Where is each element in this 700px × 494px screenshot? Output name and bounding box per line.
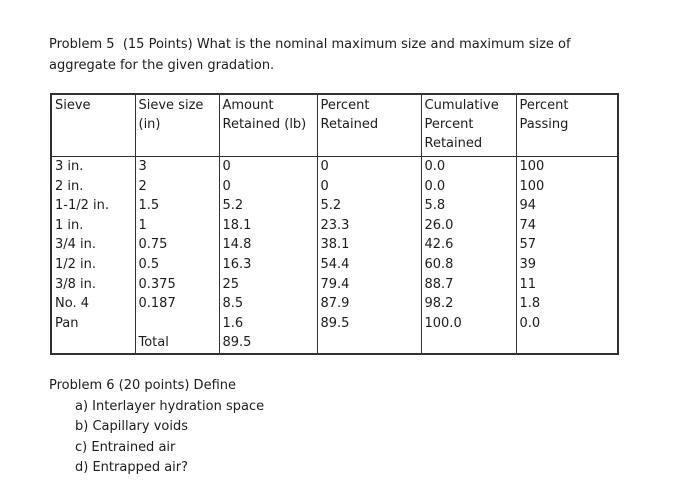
gradation-table-body: 3 in. 3 0 0 0.0 100 2 in. 2 0 0 0.0 100 1-1/2 in. 1.5… [50,156,618,354]
table-cell: 1.6 [218,313,317,334]
table-row: No. 4 0.187 8.5 87.9 98.2 1.8 [50,294,618,314]
table-row: 1-1/2 in. 1.5 5.2 5.2 5.8 94 [50,196,618,216]
table-cell: 87.9 [316,294,421,314]
table-cell: 0 [218,176,317,197]
table-cell [316,333,421,354]
problem6-item-d: d) Entrapped air? [75,459,189,475]
table-cell: 25 [218,274,317,295]
table-cell: 94 [515,196,618,216]
table-cell: 3 [134,156,219,177]
table-cell: 1.5 [134,196,219,216]
table-cell [50,333,135,354]
table-cell: 100 [515,156,618,177]
table-cell: 57 [515,235,618,255]
table-row: 1/2 in. 0.5 16.3 54.4 60.8 39 [50,254,618,275]
table-cell: 1/2 in. [50,254,135,275]
table-cell: 2 in. [50,176,135,197]
table-cell: 14.8 [218,235,317,255]
table-cell: 38.1 [316,235,421,255]
table-cell: 5.8 [420,196,516,216]
table-cell: 74 [515,215,618,236]
table-cell: 100.0 [420,313,516,334]
table-cell: 0.0 [420,156,516,177]
problem6-item-a: a) Interlayer hydration space [75,399,265,414]
table-cell: 54.4 [316,254,421,275]
table-cell: 0.5 [134,254,219,275]
table-cell: 3 in. [50,156,135,177]
table-cell: 79.4 [316,274,421,295]
table-cell: 18.1 [218,215,317,236]
table-cell: 89.5 [218,333,317,354]
problem6-items: a) Interlayer hydration space b) Capilla… [75,397,264,478]
header-amount-retained: Amount Retained (lb) [218,94,317,157]
problem6-item-c: c) Entrained air [75,439,176,455]
table-cell: 11 [515,274,618,295]
table-cell: 0.75 [134,235,219,255]
problem6-section: Problem 6 (20 points) Define a) Interlay… [49,376,264,478]
table-header-row: Sieve Sieve size (in) Amount Retained (l… [50,94,618,157]
table-cell: 5.2 [218,196,317,216]
table-cell: 3/4 in. [50,235,135,255]
table-cell [134,313,219,334]
table-cell: Total [134,333,219,354]
table-cell: 1-1/2 in. [50,196,135,216]
table-cell: No. 4 [50,294,135,314]
table-cell: 1 [134,215,219,236]
table-cell: 5.2 [316,196,421,216]
table-cell: Pan [50,313,135,334]
table-cell: 16.3 [218,254,317,275]
table-cell: 1.8 [515,294,618,314]
table-cell: 88.7 [420,274,516,295]
header-percent-retained: Percent Retained [316,94,421,157]
table-cell: 0.0 [420,176,516,197]
table-cell: 8.5 [218,294,317,314]
table-cell: 98.2 [420,294,516,314]
problem5-statement: Problem 5 (15 Points) What is the nomina… [49,37,571,73]
table-cell: 0.0 [515,313,618,334]
table-cell [420,333,516,354]
table-row: 3/8 in. 0.375 25 79.4 88.7 11 [50,274,618,295]
problem6-heading: Problem 6 (20 points) Define [49,378,236,393]
table-cell: 0 [316,156,421,177]
table-cell: 0 [316,176,421,197]
table-cell: 23.3 [316,215,421,236]
table-cell: 0 [218,156,317,177]
table-cell: 39 [515,254,618,275]
table-row: Total 89.5 [50,333,618,354]
gradation-table: Sieve Sieve size (in) Amount Retained (l… [50,93,619,355]
table-cell: 60.8 [420,254,516,275]
table-row: 3/4 in. 0.75 14.8 38.1 42.6 57 [50,235,618,255]
header-percent-passing: Percent Passing [515,94,618,157]
table-cell: 42.6 [420,235,516,255]
table-cell [515,333,618,354]
header-sieve: Sieve [50,94,135,157]
table-cell: 1 in. [50,215,135,236]
table-row: 2 in. 2 0 0 0.0 100 [50,176,618,197]
header-cumulative-percent-retained: Cumulative Percent Retained [420,94,516,157]
table-cell: 89.5 [316,313,421,334]
table-cell: 2 [134,176,219,197]
table-row: Pan 1.6 89.5 100.0 0.0 [50,313,618,334]
table-row: 1 in. 1 18.1 23.3 26.0 74 [50,215,618,236]
table-cell: 3/8 in. [50,274,135,295]
header-sieve-size: Sieve size (in) [134,94,219,157]
table-cell: 0.375 [134,274,219,295]
table-cell: 0.187 [134,294,219,314]
table-cell: 26.0 [420,215,516,236]
problem6-item-b: b) Capillary voids [75,419,189,435]
table-row: 3 in. 3 0 0 0.0 100 [50,156,618,177]
table-cell: 100 [515,176,618,197]
